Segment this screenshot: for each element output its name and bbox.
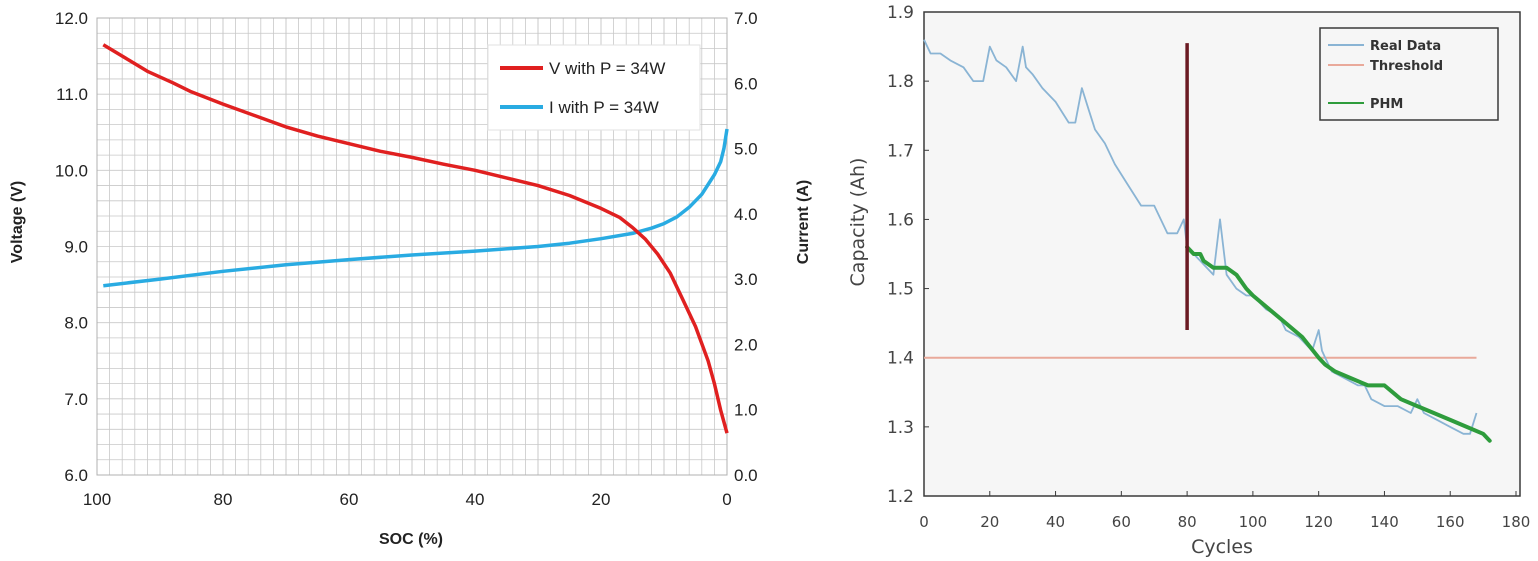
left-y2-tick-label: 5.0 — [734, 140, 758, 159]
right-y-tick-label: 1.5 — [887, 280, 914, 300]
left-legend: V with P = 34W I with P = 34W — [487, 44, 701, 131]
right-x-tick-label: 100 — [1239, 513, 1268, 531]
legend-label-phm: PHM — [1370, 97, 1403, 112]
right-x-tick-label: 60 — [1112, 513, 1131, 531]
left-y2-tick-label: 2.0 — [734, 335, 758, 354]
left-x-tick-label: 40 — [466, 490, 485, 509]
left-y2-tick-label: 6.0 — [734, 74, 758, 93]
legend-label-current: I with P = 34W — [549, 98, 659, 117]
left-x-tick-label: 80 — [214, 490, 233, 509]
left-y-axis-label: Voltage (V) — [9, 181, 26, 263]
left-x-tick-label: 60 — [340, 490, 359, 509]
right-series — [923, 39, 1492, 443]
left-legend-box — [487, 44, 701, 131]
right-x-tick-label: 80 — [1178, 513, 1197, 531]
left-plot-frame — [96, 17, 728, 476]
left-y2-axis: 0.0 1.0 2.0 3.0 4.0 5.0 6.0 7.0 — [734, 9, 758, 485]
right-chart: 1.2 1.3 1.4 1.5 1.6 1.7 1.8 1.9 0 20 40 60 80 100 120… — [847, 3, 1530, 558]
right-y-tick-label: 1.9 — [887, 3, 914, 23]
series-voltage-line — [102, 43, 729, 434]
left-x-tick-label: 100 — [83, 490, 111, 509]
right-x-tick-label: 180 — [1502, 513, 1531, 531]
right-legend: Real Data Threshold PHM — [1319, 27, 1499, 121]
left-y2-axis-label: Current (A) — [795, 180, 812, 264]
right-legend-box — [1319, 27, 1499, 121]
left-x-axis: 100 80 60 40 20 0 — [83, 490, 732, 509]
right-y-tick-label: 1.4 — [887, 349, 914, 369]
right-x-tick-label: 140 — [1370, 513, 1399, 531]
series-current-line — [103, 128, 729, 288]
left-y-tick-label: 8.0 — [64, 314, 88, 333]
legend-label-voltage: V with P = 34W — [549, 59, 665, 78]
left-x-axis-label: SOC (%) — [379, 531, 443, 548]
right-x-tick-label: 40 — [1046, 513, 1065, 531]
left-y2-tick-label: 0.0 — [734, 466, 758, 485]
left-y-tick-label: 7.0 — [64, 390, 88, 409]
right-y-tick-label: 1.6 — [887, 210, 914, 230]
left-y-tick-label: 9.0 — [64, 238, 88, 257]
left-y-tick-label: 12.0 — [55, 9, 88, 28]
right-x-tick-label: 20 — [980, 513, 999, 531]
right-x-tick-label: 0 — [919, 513, 929, 531]
right-x-tick-label: 120 — [1304, 513, 1333, 531]
series-real-data-line — [923, 39, 1478, 435]
left-y2-tick-label: 7.0 — [734, 9, 758, 28]
left-grid — [97, 18, 727, 475]
right-y-axis: 1.2 1.3 1.4 1.5 1.6 1.7 1.8 1.9 — [887, 3, 929, 507]
right-y-tick-label: 1.2 — [887, 487, 914, 507]
left-x-tick-label: 0 — [722, 490, 731, 509]
left-y-tick-label: 6.0 — [64, 466, 88, 485]
right-y-axis-label: Capacity (Ah) — [847, 158, 869, 287]
right-y-tick-label: 1.7 — [887, 141, 914, 161]
left-y2-tick-label: 1.0 — [734, 401, 758, 420]
left-series — [102, 43, 729, 434]
series-phm-line — [1185, 245, 1492, 443]
right-y-tick-label: 1.3 — [887, 418, 914, 438]
right-x-axis-label: Cycles — [1191, 536, 1253, 558]
legend-label-real-data: Real Data — [1370, 39, 1441, 54]
left-y-axis: 6.0 7.0 8.0 9.0 10.0 11.0 12.0 — [55, 9, 88, 485]
right-y-tick-label: 1.8 — [887, 72, 914, 92]
right-x-axis: 0 20 40 60 80 100 120 140 160 180 — [919, 491, 1530, 531]
legend-label-threshold: Threshold — [1370, 59, 1443, 74]
left-y2-tick-label: 4.0 — [734, 205, 758, 224]
right-x-tick-label: 160 — [1436, 513, 1465, 531]
left-y-tick-label: 10.0 — [55, 161, 88, 180]
left-chart: 6.0 7.0 8.0 9.0 10.0 11.0 12.0 0.0 1.0 2.0 3.0 4.0… — [9, 9, 812, 548]
left-x-tick-label: 20 — [592, 490, 611, 509]
left-y2-tick-label: 3.0 — [734, 270, 758, 289]
left-y-tick-label: 11.0 — [56, 85, 88, 104]
